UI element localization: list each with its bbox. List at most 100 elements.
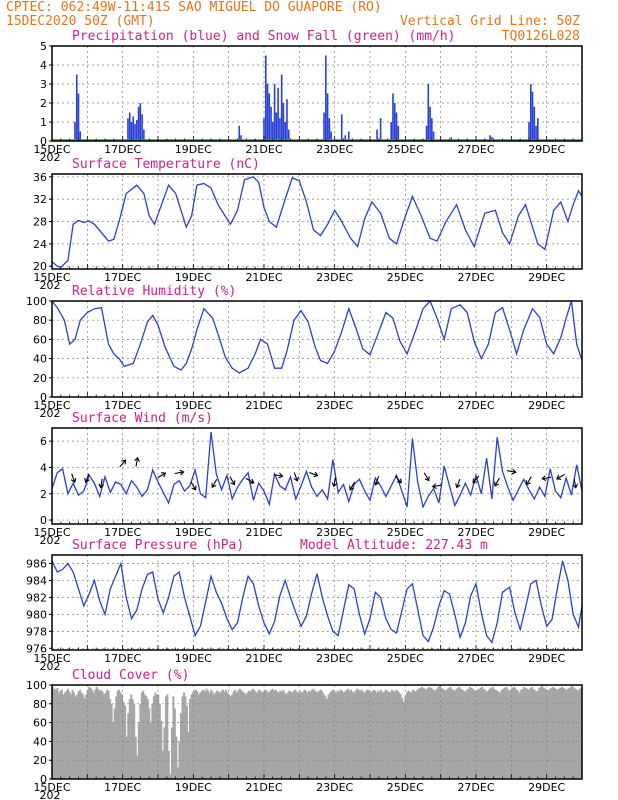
wind-arrow [455,478,461,489]
x-tick-label: 27DEC [457,143,494,156]
cloud-bar [371,691,374,779]
wind-arrow-head [373,480,380,486]
cloud-bar [268,691,271,779]
panel-frame [51,300,583,398]
cloud-bar [167,750,170,779]
cloud-bar [166,694,169,779]
wind-arrow [541,475,552,482]
x-tick-label: 17DEC [104,271,141,284]
cloud-bar [512,686,515,779]
cloud-bar [574,688,577,779]
cloud-bar [565,689,568,779]
y-tick-label: 0 [40,773,47,786]
wind-arrow-shaft [526,476,532,485]
cloud-bar [128,699,131,779]
cloud-bar [545,689,548,779]
cloud-bar [148,708,151,779]
cloud-bar [267,692,270,779]
wind-arrow-shaft [394,475,402,484]
cloud-bar [243,692,246,779]
cloud-bar [479,687,482,779]
precip-bar [323,112,325,141]
x-tick-label: 21DEC [245,399,282,412]
panel-title: Cloud Cover (%) [72,668,189,683]
x-tick-label: 23DEC [316,526,353,539]
cloud-bar [273,690,276,779]
panel-title: Relative Humidity (%) [72,284,236,299]
cloud-bar [548,688,551,779]
y-tick-label: 982 [26,591,47,604]
cloud-bar [134,736,137,779]
cloud-bar [265,690,268,779]
cloud-bar [383,691,386,779]
cloud-bar [357,689,360,779]
precip-bar [390,122,392,141]
cloud-bar [76,694,78,779]
cloud-bar [52,686,54,779]
x-tick-label: 15DEC [33,399,70,412]
cloud-bar [470,687,473,779]
y-tick-label: 80 [33,698,47,711]
cloud-bar [110,703,113,779]
cloud-bar [143,694,146,779]
precip-bar [427,84,430,141]
cloud-bar [89,687,92,779]
y-tick-label: 976 [26,642,47,655]
x-tick-label: 15DEC [33,526,70,539]
cloud-bar [463,690,465,779]
cloud-bar [344,691,347,779]
cloud-bar [315,691,318,779]
cloud-bar [553,687,556,779]
cloud-bar [64,692,66,779]
cloud-bar [535,691,538,779]
precip-bar [137,106,140,141]
cloud-bar [137,722,140,779]
cloud-bar [556,689,559,779]
wind-arrow [394,475,402,484]
panel-frame [51,554,583,651]
cloud-bar [244,694,247,779]
cloud-bar [455,688,458,779]
cloud-bar [341,690,343,779]
x-tick-label: 29DEC [528,399,565,412]
wind-arrow [134,456,140,467]
humidity-line [51,299,583,374]
wind-arrow [431,483,442,489]
cloud-bar [496,690,499,779]
wind-arrow [472,475,480,484]
x-tick-label: 27DEC [457,652,494,665]
x-tick-label: 25DEC [387,652,424,665]
precip-bar [272,122,274,141]
x-tick-label: 29DEC [528,526,565,539]
wind-arrow [119,459,127,468]
cloud-bar [121,694,124,779]
cloud-bar [481,686,484,779]
cloud-bar [321,691,324,779]
cloud-bar [454,690,456,779]
cloud-bar [142,690,145,779]
cloud-bar [368,690,371,779]
cloud-bar [354,690,357,779]
cloud-bar [527,689,530,779]
cloud-bar [91,689,94,779]
cloud-bar [329,692,331,779]
cloud-bar [234,689,237,779]
cloud-bar [493,688,496,779]
cloud-bar [547,690,550,779]
wind-arrow [293,472,299,482]
cloud-bar [554,688,557,779]
precip-bar [325,55,327,141]
cloud-bar [208,692,211,779]
cloud-bar [380,689,383,779]
cloud-bar [392,690,395,779]
cloud-bar [303,689,306,779]
precip-bar [240,135,242,141]
cloud-bar [414,691,417,779]
x-year-label: 202 [40,151,61,164]
cloud-bar [182,692,185,779]
x-year-label: 202 [40,534,61,547]
cloud-bar [186,705,188,779]
cloud-bar [559,687,562,779]
y-tick-label: 100 [26,679,47,692]
cloud-bar [139,703,142,779]
